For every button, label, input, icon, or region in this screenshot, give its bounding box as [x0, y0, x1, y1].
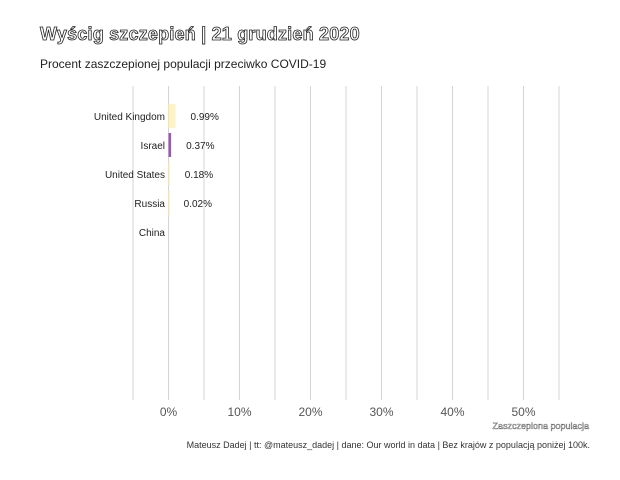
- chart-subtitle: Procent zaszczepionej populacji przeciwk…: [40, 57, 327, 71]
- value-label-2: 0.18%: [185, 170, 213, 181]
- value-label-0: 0.99%: [191, 112, 219, 123]
- x-tick-label-2: 20%: [298, 405, 322, 419]
- x-tick-label-5: 50%: [511, 405, 535, 419]
- bar-2: [168, 162, 170, 186]
- x-tick-label-3: 30%: [369, 405, 393, 419]
- value-label-1: 0.37%: [186, 141, 214, 152]
- value-label-3: 0.02%: [184, 199, 212, 210]
- chart-title: Wyścig szczepień | 21 grudzień 2020: [40, 24, 360, 45]
- bar-1: [168, 133, 172, 157]
- category-label-4: China: [139, 228, 166, 239]
- category-label-2: United States: [105, 170, 165, 181]
- bar-3: [168, 191, 170, 215]
- bar-0: [168, 104, 176, 128]
- x-tick-label-1: 10%: [227, 405, 251, 419]
- x-axis-title: Zaszczepiona populacja: [492, 421, 589, 431]
- category-label-1: Israel: [141, 141, 165, 152]
- chart-caption: Mateusz Dadej | tt: @mateusz_dadej | dan…: [186, 440, 590, 450]
- x-tick-label-0: 0%: [160, 405, 178, 419]
- category-label-0: United Kingdom: [94, 112, 165, 123]
- category-label-3: Russia: [134, 199, 165, 210]
- x-tick-label-4: 40%: [440, 405, 464, 419]
